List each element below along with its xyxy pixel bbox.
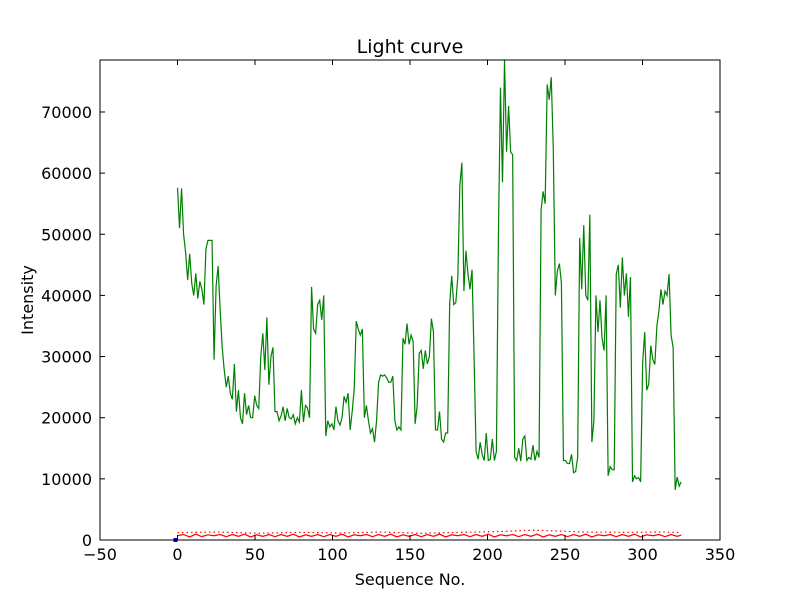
- y-tick-label: 60000: [41, 164, 92, 183]
- y-tick-label: 50000: [41, 225, 92, 244]
- y-tick-label: 20000: [41, 409, 92, 428]
- x-axis: −50 0 50 100 150 200 250 300 350: [83, 60, 735, 564]
- x-tick-label: 0: [172, 545, 182, 564]
- y-tick-label: 10000: [41, 470, 92, 489]
- plot-area: [173, 59, 682, 542]
- x-tick-label: −50: [83, 545, 117, 564]
- series-line-1: [177, 533, 682, 538]
- x-axis-label: Sequence No.: [355, 570, 466, 589]
- x-tick-label: 300: [627, 545, 658, 564]
- x-tick-label: 200: [472, 545, 503, 564]
- y-tick-label: 0: [82, 531, 92, 550]
- x-tick-label: 150: [395, 545, 426, 564]
- chart-title: Light curve: [357, 36, 464, 58]
- y-tick-label: 30000: [41, 348, 92, 367]
- series-line-0: [176, 59, 682, 490]
- plot-frame: [99, 59, 721, 541]
- x-tick-label: 250: [550, 545, 581, 564]
- x-tick-label: 100: [317, 545, 348, 564]
- x-tick-label: 50: [245, 545, 265, 564]
- x-tick-label: 350: [705, 545, 736, 564]
- series-line-2: [177, 529, 682, 534]
- y-tick-label: 70000: [41, 103, 92, 122]
- y-axis-label: Intensity: [18, 265, 37, 335]
- y-axis: 0 10000 20000 30000 40000 50000 60000 70000: [41, 103, 720, 550]
- y-tick-label: 40000: [41, 286, 92, 305]
